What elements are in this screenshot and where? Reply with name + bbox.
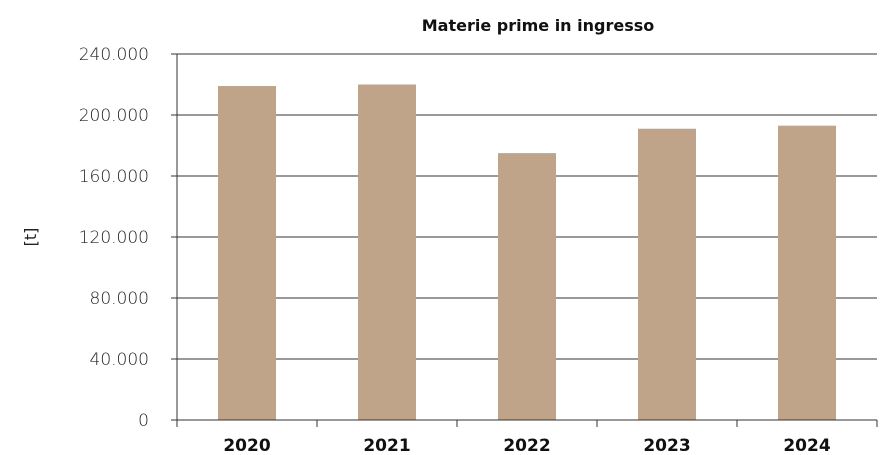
y-tick-labels: 0 40.000 80.000 120.000 160.000 200.000 240.00… [79,45,149,431]
bar-2020 [218,86,276,421]
x-tick-label: 2024 [783,436,830,455]
y-tick-label: 200.000 [79,106,149,126]
bar-2023 [638,128,696,420]
bar-2024 [778,125,836,421]
x-tick-label: 2023 [643,436,690,455]
y-tick-label: 0 [138,411,149,431]
bar-2021 [358,84,416,420]
bar-2022 [498,153,556,420]
bars [218,84,836,421]
x-tick-label: 2021 [363,436,410,455]
x-tick-label: 2022 [503,436,550,455]
x-tick-label: 2020 [223,436,270,455]
y-tick-label: 240.000 [79,45,149,65]
y-tick-label: 120.000 [79,228,149,248]
y-tick-label: 80.000 [90,289,149,309]
chart-title: Materie prime in ingresso [422,16,655,35]
x-tick-labels: 2020 2021 2022 2023 2024 [223,436,830,455]
axes [171,53,878,427]
y-tick-label: 40.000 [90,350,149,370]
y-tick-label: 160.000 [79,167,149,187]
y-axis-label: [t] [21,228,40,247]
